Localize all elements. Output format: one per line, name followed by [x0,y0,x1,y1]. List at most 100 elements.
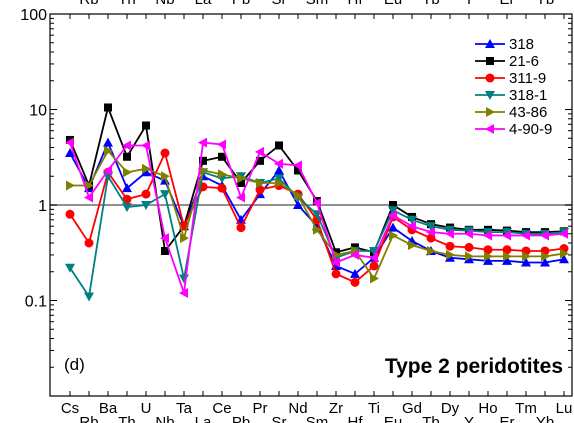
data-point [293,160,302,171]
data-point [122,140,131,151]
data-point [483,245,493,255]
x-tick-label-top: Nb [155,0,174,8]
data-point [84,238,94,248]
data-point [369,261,379,271]
data-point [66,180,75,191]
data-point [274,158,283,169]
legend-item: 318 [475,36,534,53]
data-point [199,156,207,165]
data-point [141,140,150,151]
data-point [85,180,94,191]
x-tick-label: Zr [329,400,343,417]
data-point [559,254,569,264]
data-point [275,141,283,150]
data-point [483,230,492,241]
data-point [483,228,493,238]
data-point [274,174,284,184]
y-tick-label: 10 [29,103,47,120]
data-point [541,251,550,262]
data-point [426,222,436,232]
data-point [426,227,435,238]
x-tick-label: Pr [253,400,268,417]
data-point [521,257,531,267]
data-point [294,166,302,175]
data-point [313,224,322,235]
x-tick-label: Lu [556,400,573,417]
axes: 0.1110100CsRbBaThUNbTaLaCePbPrSrNdSmZrHf… [20,0,573,423]
data-point [522,251,531,262]
data-point [161,171,170,182]
x-tick-label: Tb [422,414,440,423]
data-point [142,121,150,130]
y-tick-label: 0.1 [25,294,47,311]
data-point [350,277,360,287]
data-point [65,137,74,148]
x-tick-label-top: Pb [232,0,250,8]
data-point [521,230,530,241]
data-point [104,103,112,112]
data-point [331,269,341,279]
data-point [255,146,264,157]
x-tick-label: Hf [348,414,364,423]
x-tick-label-top: Y [464,0,474,8]
data-point [294,190,303,201]
data-point [123,167,132,178]
data-point [350,268,360,278]
series-line [69,140,565,275]
y-tick-label: 1 [38,198,47,215]
data-point [331,257,340,268]
data-point [180,233,189,244]
data-point [408,240,417,251]
data-point [389,201,397,209]
legend-label: 4-90-9 [509,121,552,138]
data-point [388,222,398,232]
data-point [161,246,169,255]
legend-item: 318-1 [475,87,547,104]
data-point [236,223,246,233]
x-tick-label: Ce [212,400,231,417]
data-point [540,257,550,267]
data-point [199,165,208,176]
data-point [160,190,170,200]
data-point [103,165,112,176]
data-point [142,163,151,174]
x-tick-label: Sm [306,414,329,423]
legend-label: 21-6 [509,53,539,70]
legend-item: 311-9 [475,70,546,87]
data-point [370,273,379,284]
x-tick-label: Rb [79,414,98,423]
x-tick-label-top: Th [118,0,136,8]
chart-title: Type 2 peridotites [385,355,563,378]
data-point [389,230,398,241]
x-tick-label-top: Hf [348,0,364,8]
data-point [465,251,474,262]
legend-marker [485,91,495,100]
x-tick-label-top: Eu [384,0,402,8]
data-point [559,228,568,239]
x-tick-label: Sr [272,414,287,423]
data-point [256,177,265,188]
legend-marker [486,107,495,117]
legend-label: 43-86 [509,104,547,121]
data-point [350,249,359,260]
data-point [84,192,93,203]
panel-label: (d) [64,355,85,374]
legend-item: 21-6 [475,53,539,70]
data-point [141,189,151,199]
data-point [84,292,94,302]
data-point [237,173,246,184]
x-tick-label: Pb [232,414,250,423]
data-point [388,206,398,216]
x-tick-label: Tm [515,400,537,417]
legend-item: 4-90-9 [475,121,552,138]
data-point [217,139,226,150]
data-point [484,251,493,262]
x-tick-label: Ba [99,400,118,417]
series-43-86 [66,145,569,284]
data-point [179,287,188,298]
data-point [65,209,75,219]
data-point [483,255,493,265]
x-tick-label: Er [500,414,515,423]
data-point [445,225,455,235]
legend-label: 318-1 [509,87,547,104]
